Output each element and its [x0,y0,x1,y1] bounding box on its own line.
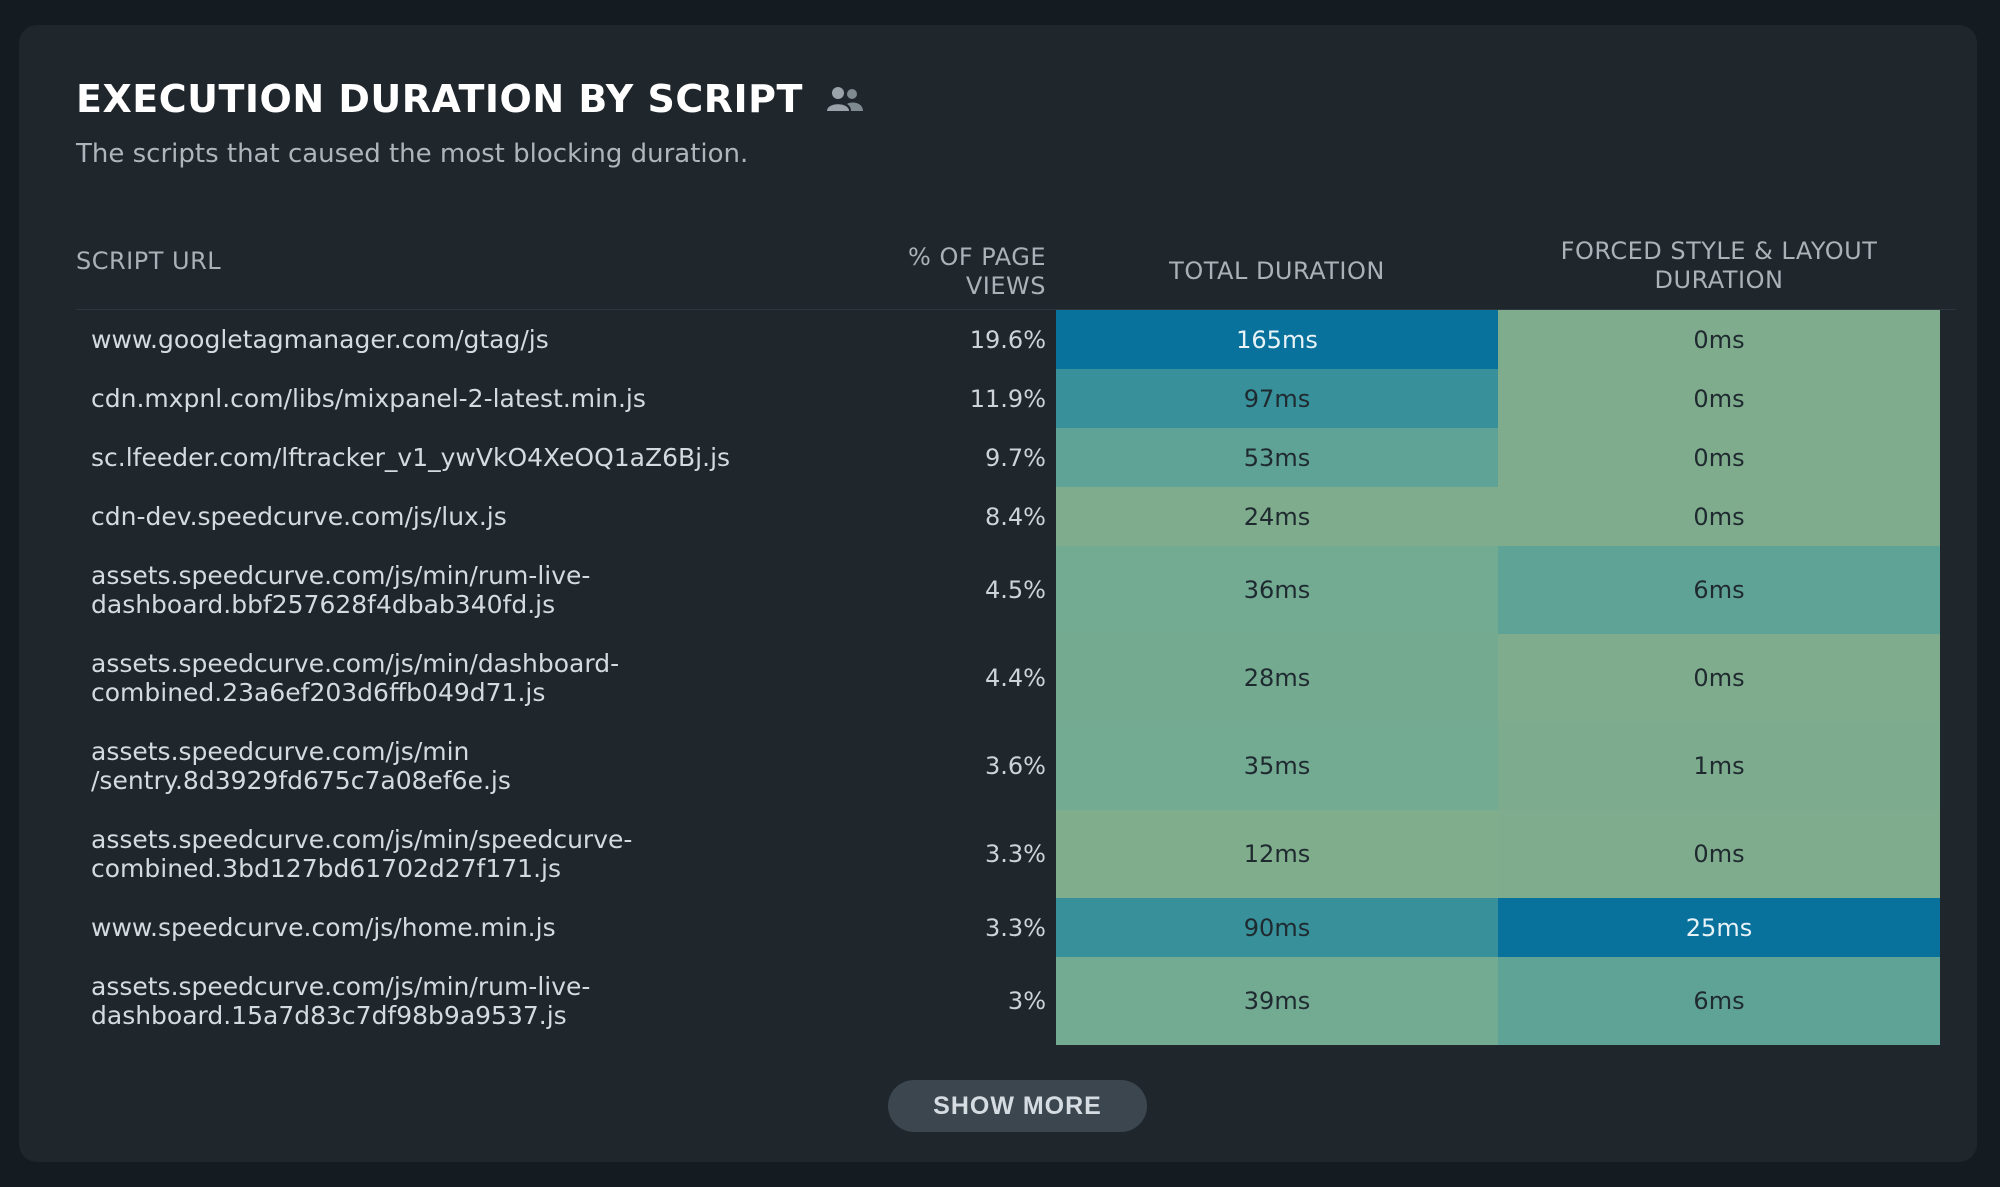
total-duration-cell: 24ms [1056,487,1498,546]
table-row[interactable]: assets.speedcurve.com/js/min/sentry.8d39… [76,722,1956,810]
script-url-text-cont: /sentry.8d3929fd675c7a08ef6e.js [91,766,511,795]
forced-style-duration-cell: 1ms [1498,722,1940,810]
page-views-pct-cell: 4.5% [985,576,1046,604]
script-url-text-cont: dashboard.15a7d83c7df98b9a9537.js [91,1001,567,1030]
page-views-pct-cell: 19.6% [969,325,1046,354]
total-duration-cell: 39ms [1056,957,1498,1045]
forced-style-duration-cell: 0ms [1498,487,1940,546]
script-url-cell: assets.speedcurve.com/js/min/dashboard-c… [91,634,811,722]
table-row[interactable]: assets.speedcurve.com/js/min/rum-live-da… [76,957,1956,1045]
forced-style-duration-cell: 0ms [1498,310,1940,369]
column-header-page-views-line1: % OF PAGE [908,243,1046,271]
script-url-cell: cdn.mxpnl.com/libs/mixpanel-2-latest.min… [91,369,811,428]
script-url-text: assets.speedcurve.com/js/min/rum-live- [91,972,591,1001]
column-header-forced-line2: DURATION [1654,266,1784,294]
page-views-pct-cell: 3.3% [985,913,1046,942]
forced-style-duration-cell: 25ms [1498,898,1940,957]
card-title: EXECUTION DURATION BY SCRIPT [76,77,803,121]
table-row[interactable]: assets.speedcurve.com/js/min/speedcurve-… [76,810,1956,898]
page-views-pct-cell: 8.4% [985,502,1046,531]
forced-style-duration-cell: 0ms [1498,810,1940,898]
script-url-cell: assets.speedcurve.com/js/min/rum-live-da… [91,546,811,634]
script-url-cell: assets.speedcurve.com/js/min/rum-live-da… [91,957,811,1045]
script-url-text: www.speedcurve.com/js/home.min.js [91,913,556,942]
users-icon [826,87,863,111]
card-subtitle: The scripts that caused the most blockin… [76,139,749,169]
script-url-text: assets.speedcurve.com/js/min/dashboard- [91,649,620,678]
page-views-pct-cell: 9.7% [985,443,1046,472]
script-url-text: assets.speedcurve.com/js/min/rum-live- [91,561,591,590]
column-header-forced-line1: FORCED STYLE & LAYOUT [1560,237,1878,265]
total-duration-cell: 97ms [1056,369,1498,428]
script-url-text-cont: combined.23a6ef203d6ffb049d71.js [91,678,546,707]
forced-style-duration-cell: 6ms [1498,546,1940,634]
total-duration-cell: 165ms [1056,310,1498,369]
script-url-cell: www.googletagmanager.com/gtag/js [91,310,811,369]
page-views-pct-cell: 3% [1007,987,1046,1015]
script-url-cell: cdn-dev.speedcurve.com/js/lux.js [91,487,811,546]
script-url-text: sc.lfeeder.com/lftracker_v1_ywVkO4XeOQ1a… [91,443,731,472]
table-row[interactable]: www.googletagmanager.com/gtag/js 19.6% 1… [76,310,1956,369]
table-row[interactable]: assets.speedcurve.com/js/min/rum-live-da… [76,546,1956,634]
page-views-pct-cell: 3.3% [985,840,1046,868]
page-views-pct-cell: 4.4% [985,664,1046,692]
script-url-cell: www.speedcurve.com/js/home.min.js [91,898,811,957]
forced-style-duration-cell: 0ms [1498,369,1940,428]
table-row[interactable]: sc.lfeeder.com/lftracker_v1_ywVkO4XeOQ1a… [76,428,1956,487]
page-views-pct-cell: 3.6% [985,752,1046,780]
script-url-text: cdn.mxpnl.com/libs/mixpanel-2-latest.min… [91,384,646,413]
script-url-text-cont: dashboard.bbf257628f4dbab340fd.js [91,590,556,619]
column-header-forced-style-layout[interactable]: FORCED STYLE & LAYOUT DURATION [1498,237,1940,295]
column-header-script-url[interactable]: SCRIPT URL [76,247,222,275]
script-url-text: cdn-dev.speedcurve.com/js/lux.js [91,502,507,531]
forced-style-duration-cell: 0ms [1498,428,1940,487]
script-url-text: assets.speedcurve.com/js/min/speedcurve- [91,825,633,854]
script-url-text-cont: combined.3bd127bd61702d27f171.js [91,854,561,883]
script-url-cell: assets.speedcurve.com/js/min/speedcurve-… [91,810,811,898]
page-views-pct-cell: 11.9% [969,384,1046,413]
forced-style-duration-cell: 6ms [1498,957,1940,1045]
table-header: SCRIPT URL % OF PAGE VIEWS TOTAL DURATIO… [76,215,1956,310]
execution-duration-card: EXECUTION DURATION BY SCRIPT The scripts… [19,25,1977,1162]
column-header-total-duration[interactable]: TOTAL DURATION [1169,257,1385,285]
card-header: EXECUTION DURATION BY SCRIPT [76,77,865,121]
script-url-cell: assets.speedcurve.com/js/min/sentry.8d39… [91,722,811,810]
total-duration-cell: 28ms [1056,634,1498,722]
show-more-button[interactable]: SHOW MORE [888,1080,1147,1132]
script-url-cell: sc.lfeeder.com/lftracker_v1_ywVkO4XeOQ1a… [91,428,811,487]
total-duration-cell: 12ms [1056,810,1498,898]
column-header-page-views[interactable]: % OF PAGE VIEWS [836,243,1046,301]
table-row[interactable]: cdn.mxpnl.com/libs/mixpanel-2-latest.min… [76,369,1956,428]
script-url-text: assets.speedcurve.com/js/min [91,737,470,766]
script-url-text: www.googletagmanager.com/gtag/js [91,325,549,354]
total-duration-cell: 36ms [1056,546,1498,634]
total-duration-cell: 53ms [1056,428,1498,487]
total-duration-cell: 35ms [1056,722,1498,810]
forced-style-duration-cell: 0ms [1498,634,1940,722]
total-duration-cell: 90ms [1056,898,1498,957]
column-header-page-views-line2: VIEWS [965,272,1046,300]
table-row[interactable]: www.speedcurve.com/js/home.min.js 3.3% 9… [76,898,1956,957]
table-row[interactable]: cdn-dev.speedcurve.com/js/lux.js 8.4% 24… [76,487,1956,546]
table-row[interactable]: assets.speedcurve.com/js/min/dashboard-c… [76,634,1956,722]
